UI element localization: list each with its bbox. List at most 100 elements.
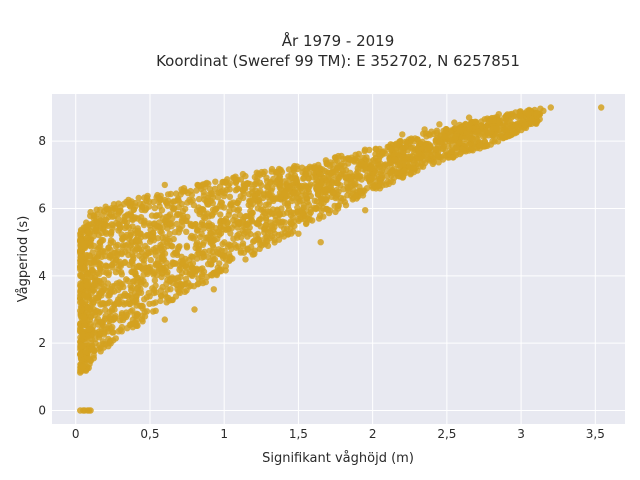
data-point — [133, 236, 140, 243]
data-point — [485, 132, 492, 139]
data-point — [222, 262, 229, 270]
data-point — [192, 244, 199, 252]
data-point — [341, 162, 348, 169]
data-point — [180, 259, 187, 266]
data-point — [115, 328, 122, 335]
data-point — [510, 112, 517, 120]
data-point — [304, 198, 311, 206]
data-point — [115, 262, 123, 269]
data-point — [99, 300, 106, 307]
data-point — [262, 222, 270, 229]
data-point — [302, 171, 310, 178]
data-point — [161, 196, 169, 204]
data-point — [122, 242, 129, 249]
data-point — [90, 232, 98, 240]
data-point — [278, 231, 285, 238]
data-point — [201, 248, 208, 255]
x-tick-label: 1 — [220, 427, 228, 441]
data-point — [272, 216, 279, 224]
data-point — [151, 270, 158, 277]
data-point — [193, 265, 200, 272]
data-point — [345, 187, 352, 194]
data-point — [254, 230, 262, 238]
data-point — [317, 239, 324, 246]
data-point — [445, 142, 452, 150]
data-point — [169, 215, 176, 222]
data-point — [268, 222, 276, 229]
data-point — [448, 137, 455, 144]
data-point — [474, 128, 482, 135]
data-point — [191, 306, 198, 313]
data-point — [158, 207, 166, 214]
data-point — [144, 192, 151, 200]
data-point — [402, 138, 409, 145]
data-point — [286, 184, 293, 191]
data-point — [170, 251, 177, 258]
data-point — [375, 156, 383, 163]
data-point — [337, 171, 344, 178]
data-point — [323, 205, 330, 213]
data-point — [321, 174, 328, 182]
data-point — [386, 146, 394, 153]
data-point — [93, 219, 101, 226]
data-point — [157, 241, 164, 249]
data-point — [133, 316, 140, 323]
data-point — [461, 135, 468, 143]
data-point — [97, 261, 105, 269]
data-point — [598, 104, 605, 111]
data-point — [387, 178, 394, 185]
data-point — [313, 177, 320, 184]
data-point — [77, 351, 84, 358]
data-point — [105, 213, 113, 221]
data-point — [340, 186, 347, 193]
data-point — [208, 223, 215, 231]
data-point — [242, 256, 249, 263]
data-point — [272, 180, 279, 187]
data-point — [320, 189, 328, 196]
data-point — [87, 407, 94, 414]
data-point — [342, 174, 349, 182]
data-point — [109, 222, 117, 229]
data-point — [462, 120, 469, 128]
data-point — [153, 212, 160, 219]
x-axis-label: Signifikant våghöjd (m) — [262, 451, 414, 466]
data-point — [150, 198, 157, 206]
data-point — [234, 185, 241, 193]
data-point — [197, 233, 204, 241]
data-point — [83, 259, 91, 266]
data-point — [503, 133, 510, 141]
data-point — [159, 234, 166, 241]
data-point — [161, 217, 169, 225]
data-point — [363, 172, 371, 180]
data-point — [91, 312, 99, 319]
data-point — [465, 114, 473, 121]
data-point — [187, 198, 194, 205]
data-point — [100, 276, 108, 283]
data-point — [91, 279, 98, 287]
chart-title-line2: Koordinat (Sweref 99 TM): E 352702, N 62… — [156, 52, 520, 70]
data-point — [90, 242, 98, 250]
data-point — [143, 294, 150, 301]
data-point — [478, 118, 485, 125]
data-point — [268, 168, 275, 175]
data-point — [214, 228, 221, 236]
data-point — [98, 253, 105, 260]
data-point — [128, 212, 135, 219]
data-point — [302, 216, 309, 223]
data-point — [146, 300, 153, 307]
data-point — [355, 161, 362, 169]
data-point — [211, 185, 219, 192]
data-point — [456, 139, 463, 146]
data-point — [144, 249, 152, 256]
data-point — [502, 122, 509, 130]
data-point — [139, 302, 146, 310]
x-tick-label: 2 — [369, 427, 377, 441]
data-point — [96, 308, 104, 316]
data-point — [462, 140, 469, 148]
data-point — [189, 260, 197, 267]
data-point — [347, 179, 354, 186]
data-point — [354, 168, 362, 175]
data-point — [129, 307, 136, 314]
data-point — [303, 189, 310, 197]
data-point — [79, 331, 86, 338]
